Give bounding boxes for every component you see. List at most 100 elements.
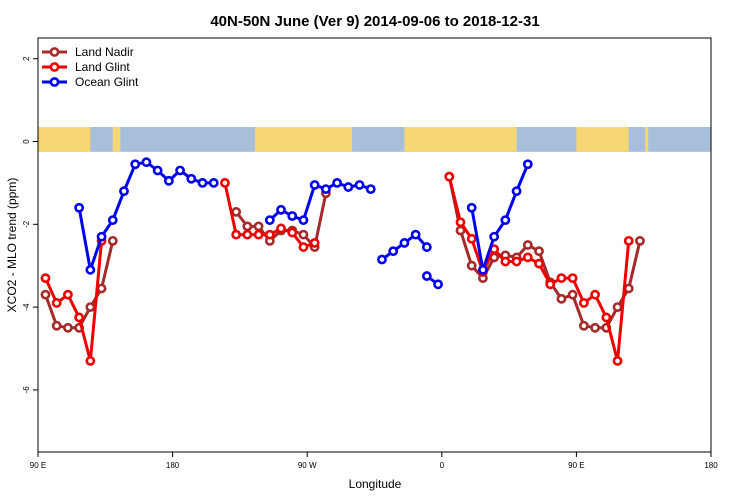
data-point: [96, 283, 107, 294]
data-point: [534, 246, 544, 257]
data-point: [298, 242, 309, 252]
y-tick-label: 0: [22, 139, 31, 144]
data-point: [388, 246, 399, 257]
x-tick-label: 180: [166, 461, 180, 470]
data-point: [534, 258, 544, 269]
data-point: [612, 302, 623, 312]
map-land: [576, 127, 629, 152]
data-point: [197, 177, 208, 188]
data-point: [298, 215, 309, 226]
series-ocean-glint: [74, 157, 533, 290]
data-point: [421, 242, 432, 252]
data-point: [85, 302, 96, 312]
y-tick-label: -6: [22, 386, 31, 394]
data-point: [522, 252, 533, 263]
data-point: [85, 356, 96, 366]
data-point: [455, 217, 466, 228]
legend-label: Land Glint: [75, 60, 130, 74]
world-map-strip: [38, 127, 711, 152]
data-point: [85, 264, 96, 275]
legend-label: Ocean Glint: [75, 75, 139, 89]
series-line: [447, 176, 642, 330]
data-point: [152, 165, 163, 176]
data-point: [276, 223, 286, 234]
data-point: [623, 283, 634, 294]
data-point: [410, 229, 421, 240]
data-point: [74, 312, 85, 323]
data-point: [51, 320, 62, 331]
data-point: [489, 231, 500, 242]
data-point: [623, 235, 634, 246]
legend-swatch-point: [49, 77, 60, 87]
map-land: [254, 127, 353, 152]
map-land: [645, 127, 649, 152]
data-point: [466, 233, 477, 244]
data-point: [556, 273, 567, 284]
data-point: [511, 256, 522, 267]
data-point: [130, 159, 141, 170]
data-point: [253, 229, 264, 240]
data-point: [478, 264, 488, 275]
data-point: [433, 279, 443, 290]
data-point: [590, 289, 600, 300]
axes: 90 E 180 90 W 0 90 E 180 2 0 -2 -4 -6: [22, 37, 718, 470]
data-point: [163, 175, 174, 186]
data-point: [399, 238, 410, 248]
data-point: [186, 173, 197, 184]
legend-label: Land Nadir: [75, 45, 134, 59]
data-point: [242, 221, 253, 232]
data-point: [264, 215, 275, 226]
data-point: [141, 157, 152, 168]
data-point: [567, 273, 578, 284]
x-tick-label: 0: [440, 461, 445, 470]
map-land: [112, 127, 121, 152]
data-point: [343, 182, 354, 192]
x-tick-label: 90 E: [568, 461, 584, 470]
data-point: [287, 211, 298, 221]
data-point: [320, 184, 331, 195]
data-point: [107, 235, 118, 246]
data-point: [578, 320, 589, 331]
data-point: [556, 293, 567, 304]
data-point: [567, 289, 578, 300]
data-point: [354, 180, 365, 190]
data-point: [96, 231, 107, 242]
data-point: [74, 202, 85, 213]
data-point: [601, 312, 612, 323]
plot-area: [40, 157, 645, 366]
data-point: [522, 159, 533, 170]
data-point: [332, 177, 343, 188]
data-point: [40, 273, 51, 284]
data-point: [276, 204, 286, 215]
data-point: [231, 229, 242, 240]
data-point: [635, 235, 645, 246]
data-point: [421, 271, 432, 281]
y-tick-label: -4: [22, 303, 31, 311]
map-land: [38, 127, 91, 152]
data-point: [545, 279, 556, 290]
data-point: [612, 356, 623, 366]
data-point: [309, 238, 320, 248]
data-point: [242, 229, 253, 240]
data-point: [466, 202, 477, 213]
x-tick-label: 90 W: [298, 461, 317, 470]
y-tick-label: -2: [22, 220, 31, 228]
series-line: [268, 181, 372, 223]
data-point: [377, 254, 387, 265]
data-point: [253, 221, 264, 232]
data-point: [107, 215, 118, 226]
data-point: [444, 171, 455, 182]
data-point: [500, 215, 511, 226]
data-point: [298, 229, 309, 240]
data-point: [40, 289, 51, 300]
data-point: [175, 165, 185, 176]
x-axis-label: Longitude: [349, 477, 402, 491]
legend-swatch-point: [49, 47, 60, 57]
data-point: [511, 186, 522, 197]
data-point: [287, 227, 298, 238]
data-point: [51, 298, 62, 308]
data-point: [578, 298, 589, 308]
legend-swatch-point: [49, 62, 60, 72]
